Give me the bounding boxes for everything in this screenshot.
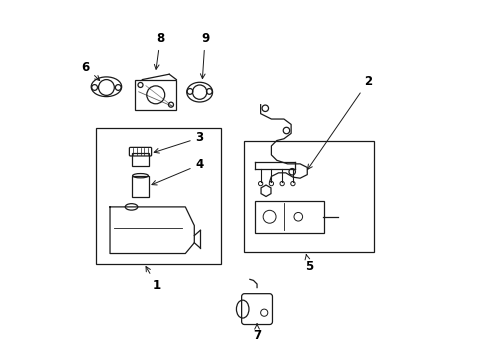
Text: 2: 2 — [307, 75, 371, 169]
Text: 6: 6 — [81, 60, 100, 81]
Text: 5: 5 — [305, 255, 312, 273]
Text: 3: 3 — [154, 131, 203, 153]
Text: 1: 1 — [146, 266, 161, 292]
Text: 7: 7 — [252, 324, 261, 342]
Text: 9: 9 — [200, 32, 209, 78]
Bar — [96, 128, 221, 264]
Text: 4: 4 — [152, 158, 203, 185]
Text: 8: 8 — [154, 32, 164, 69]
Bar — [244, 140, 373, 252]
